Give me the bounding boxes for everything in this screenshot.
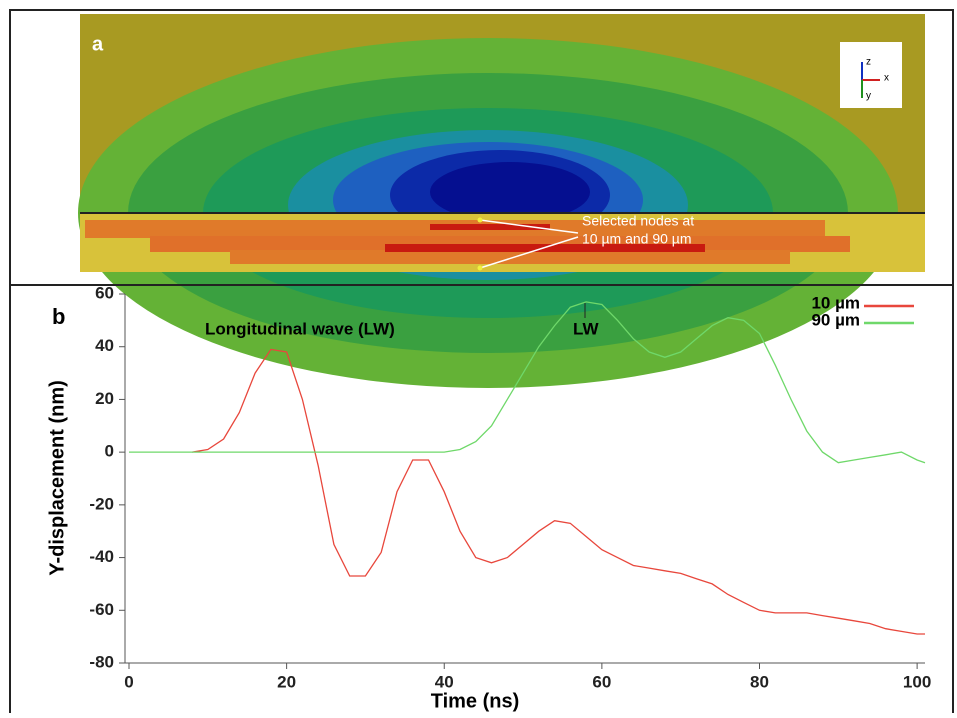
annotation: LW — [573, 319, 599, 338]
x-tick-label: 100 — [903, 672, 931, 691]
y-tick-label: -40 — [89, 547, 114, 566]
x-tick-label: 0 — [124, 672, 133, 691]
y-tick-label: -60 — [89, 600, 114, 619]
annotation: Selected nodes at — [582, 213, 694, 229]
annotation: 10 µm and 90 µm — [582, 231, 692, 247]
panel-b: b Time (ns) Y-displacement (nm) -80 -60 -4… — [46, 283, 931, 712]
y-tick-label: 20 — [95, 389, 114, 408]
pointer — [479, 219, 579, 234]
node — [477, 217, 483, 223]
y-tick-label: -80 — [89, 652, 114, 671]
x-tick-label: 40 — [435, 672, 454, 691]
triad-label: z — [866, 57, 871, 68]
annotation: Longitudinal wave (LW) — [205, 319, 395, 338]
x-tick-label: 20 — [277, 672, 296, 691]
panel-label: a — [92, 33, 104, 55]
y-tick-label: 40 — [95, 336, 114, 355]
panel-label: b — [52, 304, 65, 329]
substrate-band — [430, 224, 550, 230]
axis-triad-box — [840, 42, 902, 108]
contour — [430, 162, 590, 222]
x-tick-label: 80 — [750, 672, 769, 691]
substrate-band — [230, 250, 790, 264]
node — [477, 265, 483, 271]
y-tick-label: 60 — [95, 283, 114, 302]
x-axis-title: Time (ns) — [431, 690, 520, 712]
series-line — [129, 301, 926, 464]
y-tick-label: -20 — [89, 494, 114, 513]
legend-label: 10 µm — [811, 293, 860, 312]
y-axis-title: Y-displacement (nm) — [46, 380, 68, 576]
y-tick-label: 0 — [105, 442, 114, 461]
x-tick-label: 60 — [592, 672, 611, 691]
series-line — [191, 348, 925, 635]
triad-label: x — [884, 73, 889, 84]
triad-label: y — [866, 91, 871, 102]
pointer — [479, 236, 579, 269]
panel-a: Selected nodes at 10 µm and 90 µm a z x … — [9, 9, 954, 388]
legend-label: 90 µm — [811, 310, 860, 329]
